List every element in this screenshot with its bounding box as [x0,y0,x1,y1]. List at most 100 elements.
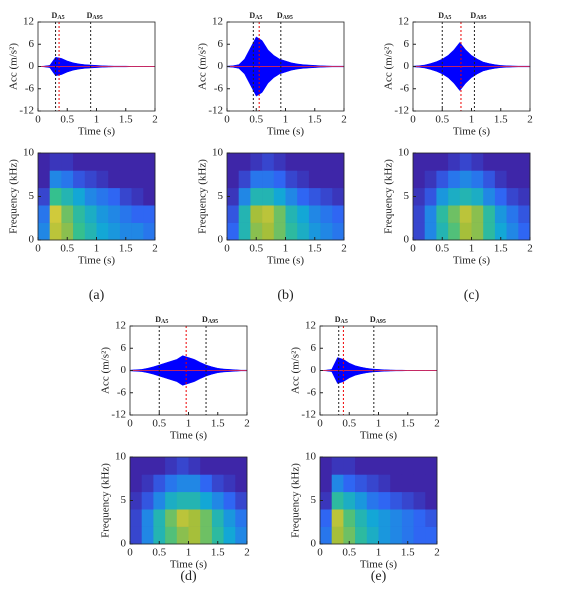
x-tick-label: 1 [186,547,192,559]
spectrogram-cell [459,153,472,171]
spectrogram-cell [518,170,531,189]
spectrogram-cell [436,222,449,241]
y-tick-label: 5 [218,190,224,202]
x-tick-label: 2 [244,547,250,559]
spectrogram-cell [424,170,437,189]
spectrogram-cell [332,153,345,171]
y-tick-label: 12 [212,16,223,28]
spectrogram-cell [227,187,239,206]
spectrogram-cell [331,474,344,493]
x-tick-label: 0 [410,243,416,255]
marker-subscript: A95 [476,15,486,21]
marker-subscript: A95 [376,319,386,325]
spectrogram-cell [96,205,109,223]
marker-subscript: A5 [255,15,262,21]
y-axis-label: Frequency (kHz) [8,159,20,234]
spectrogram-cell [331,526,344,545]
x-axis-label: Time (s) [453,255,491,267]
x-tick-label: 1.5 [308,243,322,255]
spectrogram-cell [366,491,379,510]
y-tick-label: 0 [29,234,35,246]
spectrogram-cell [73,170,86,189]
spectrogram-cell [331,491,344,510]
spectrogram-cell [238,187,251,206]
spectrogram-cell [73,187,86,206]
spectrogram-cell [235,526,248,545]
spectrogram-cell [200,474,213,493]
spectrogram-cell [61,222,74,241]
spectrogram-cell [366,474,379,493]
spectrogram-cell [176,526,189,545]
x-axis-label: Time (s) [453,126,491,138]
y-tick-label: -12 [301,409,316,421]
spectrogram-cell [273,187,286,206]
x-axis-label: Time (s) [360,430,398,442]
spectrogram-cell [320,491,332,510]
spectrogram-cell [153,474,166,493]
x-tick-label: 2 [434,418,440,430]
spectrogram-cell [308,170,321,189]
spectrogram-cell [448,153,461,171]
spectrogram-cell [61,153,74,171]
spectrogram-cell [425,457,438,475]
spectrogram-cell [390,474,403,493]
y-tick-label: -6 [117,386,127,398]
spectrogram-cell [165,509,178,527]
spectrogram-cell [332,205,345,223]
x-tick-label: 0.5 [60,243,74,255]
x-tick-label: 1 [186,418,192,430]
spectrogram-cell [518,205,531,223]
spectrogram-cell [131,153,144,171]
y-tick-label: 12 [23,16,34,28]
spectrogram-cell [448,222,461,241]
spectrogram-cell [238,222,251,241]
spectrogram-cell [176,491,189,510]
spectrogram-cell [211,457,224,475]
spectrogram-cell [424,205,437,223]
spectrogram-cell [285,170,298,189]
x-tick-label: 1 [94,114,100,126]
spectrogram-cell [343,457,356,475]
spectrogram-cell [308,153,321,171]
marker-subscript: A5 [57,15,64,21]
spectrogram-cell [223,509,236,527]
spectrogram-cell [153,526,166,545]
spectrogram-cell [84,205,97,223]
marker-symbol: D [52,11,58,20]
spectrogram-cell [425,509,438,527]
spectrogram-cell [378,457,391,475]
spectrogram-cell [143,153,156,171]
marker-symbol: D [335,315,341,324]
spectrogram-cell [49,153,62,171]
spectrogram-cell [223,474,236,493]
spectrogram-cell [119,170,132,189]
spectrogram-cell [131,205,144,223]
spectrogram-cell [494,205,507,223]
spectrogram-cell [471,153,484,171]
spectrogram-cell [108,222,121,241]
marker-label: DA5 [249,11,262,22]
panel-label: (b) [277,288,294,303]
spectrogram-cell [320,457,332,475]
spectrogram-cell [506,187,519,206]
spectrogram-cell [200,526,213,545]
spectrogram-cell [262,170,275,189]
spectrogram-cell [153,491,166,510]
spectrogram-cell [141,509,154,527]
spectrogram-cell [49,222,62,241]
spectrogram-cell [413,205,425,223]
spectrogram-cell [250,170,263,189]
marker-subscript: A95 [92,15,102,21]
x-tick-label: 1 [376,547,382,559]
x-tick-label: 0 [35,243,41,255]
spectrogram-cell [506,222,519,241]
spectrogram-cell [38,205,50,223]
spectrogram-cell [141,474,154,493]
spectrogram-cell [262,222,275,241]
spectrogram-cell [483,170,496,189]
spectrogram-cell [238,170,251,189]
y-tick-label: -6 [400,82,410,94]
y-tick-label: 10 [398,147,410,159]
spectrogram-cell [401,457,414,475]
marker-symbol: D [87,11,93,20]
